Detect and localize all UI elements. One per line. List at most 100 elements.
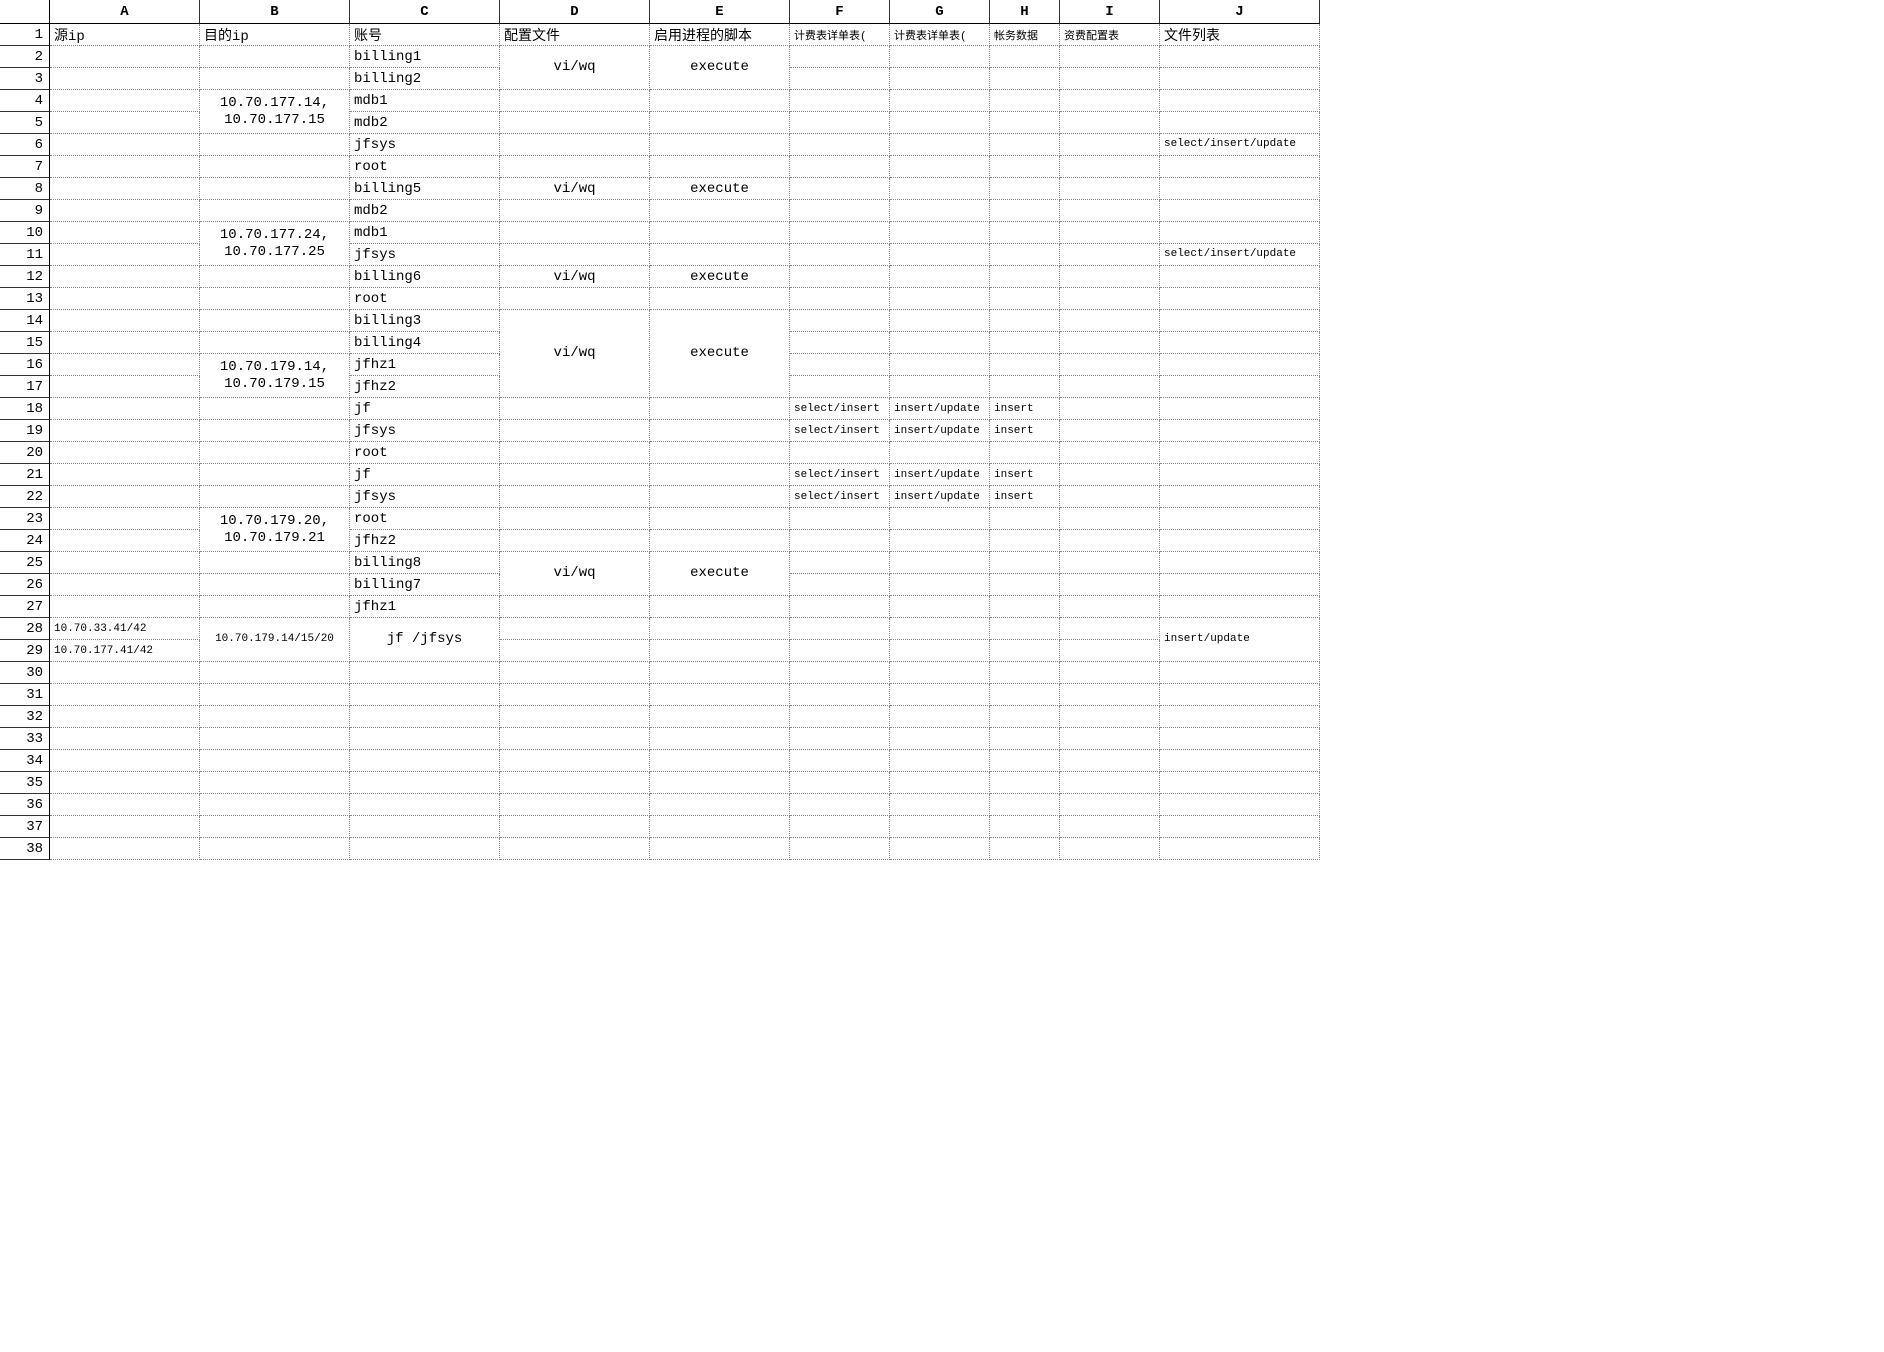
cell-A29[interactable]: 10.70.177.41/42 bbox=[50, 640, 200, 662]
cell-D11[interactable] bbox=[500, 244, 650, 266]
cell-F26[interactable] bbox=[790, 574, 890, 596]
row-header-9[interactable]: 9 bbox=[0, 200, 50, 222]
cell-C7[interactable]: root bbox=[350, 156, 500, 178]
cell-I36[interactable] bbox=[1060, 794, 1160, 816]
cell-E23[interactable] bbox=[650, 508, 790, 530]
cell-C20[interactable]: root bbox=[350, 442, 500, 464]
cell-J21[interactable] bbox=[1160, 464, 1320, 486]
cell-D19[interactable] bbox=[500, 420, 650, 442]
cell-I3[interactable] bbox=[1060, 68, 1160, 90]
cell-H17[interactable] bbox=[990, 376, 1060, 398]
cell-H27[interactable] bbox=[990, 596, 1060, 618]
row-header-28[interactable]: 28 bbox=[0, 618, 50, 640]
cell-F29[interactable] bbox=[790, 640, 890, 662]
row-header-29[interactable]: 29 bbox=[0, 640, 50, 662]
cell-H25[interactable] bbox=[990, 552, 1060, 574]
row-header-32[interactable]: 32 bbox=[0, 706, 50, 728]
cell-I14[interactable] bbox=[1060, 310, 1160, 332]
cell-E32[interactable] bbox=[650, 706, 790, 728]
cell-F12[interactable] bbox=[790, 266, 890, 288]
cell-A13[interactable] bbox=[50, 288, 200, 310]
cell-E21[interactable] bbox=[650, 464, 790, 486]
cell-H10[interactable] bbox=[990, 222, 1060, 244]
cell-G33[interactable] bbox=[890, 728, 990, 750]
cell-J14[interactable] bbox=[1160, 310, 1320, 332]
cell-D22[interactable] bbox=[500, 486, 650, 508]
cell-D18[interactable] bbox=[500, 398, 650, 420]
cell-C10[interactable]: mdb1 bbox=[350, 222, 500, 244]
cell-A21[interactable] bbox=[50, 464, 200, 486]
cell-F16[interactable] bbox=[790, 354, 890, 376]
cell-I8[interactable] bbox=[1060, 178, 1160, 200]
cell-D13[interactable] bbox=[500, 288, 650, 310]
cell-G22[interactable]: insert/update bbox=[890, 486, 990, 508]
cell-C4[interactable]: mdb1 bbox=[350, 90, 500, 112]
cell-B38[interactable] bbox=[200, 838, 350, 860]
cell-G3[interactable] bbox=[890, 68, 990, 90]
cell-C15[interactable]: billing4 bbox=[350, 332, 500, 354]
cell-C31[interactable] bbox=[350, 684, 500, 706]
row-header-27[interactable]: 27 bbox=[0, 596, 50, 618]
cell-D1[interactable]: 配置文件 bbox=[500, 24, 650, 46]
cell-A22[interactable] bbox=[50, 486, 200, 508]
cell-J36[interactable] bbox=[1160, 794, 1320, 816]
cell-F3[interactable] bbox=[790, 68, 890, 90]
cell-H7[interactable] bbox=[990, 156, 1060, 178]
cell-F14[interactable] bbox=[790, 310, 890, 332]
cell-A16[interactable] bbox=[50, 354, 200, 376]
cell-H37[interactable] bbox=[990, 816, 1060, 838]
col-header-G[interactable]: G bbox=[890, 0, 990, 24]
cell-C37[interactable] bbox=[350, 816, 500, 838]
cell-F5[interactable] bbox=[790, 112, 890, 134]
cell-B13[interactable] bbox=[200, 288, 350, 310]
cell-B26[interactable] bbox=[200, 574, 350, 596]
cell-C12[interactable]: billing6 bbox=[350, 266, 500, 288]
cell-I34[interactable] bbox=[1060, 750, 1160, 772]
cell-I13[interactable] bbox=[1060, 288, 1160, 310]
cell-E5[interactable] bbox=[650, 112, 790, 134]
cell-G30[interactable] bbox=[890, 662, 990, 684]
cell-G27[interactable] bbox=[890, 596, 990, 618]
cell-F18[interactable]: select/insert bbox=[790, 398, 890, 420]
col-header-A[interactable]: A bbox=[50, 0, 200, 24]
cell-E20[interactable] bbox=[650, 442, 790, 464]
cell-C28-merged[interactable]: jf /jfsys bbox=[350, 618, 500, 662]
cell-J10[interactable] bbox=[1160, 222, 1320, 244]
cell-J22[interactable] bbox=[1160, 486, 1320, 508]
row-header-17[interactable]: 17 bbox=[0, 376, 50, 398]
cell-J3[interactable] bbox=[1160, 68, 1320, 90]
cell-I27[interactable] bbox=[1060, 596, 1160, 618]
cell-J8[interactable] bbox=[1160, 178, 1320, 200]
row-header-34[interactable]: 34 bbox=[0, 750, 50, 772]
cell-H23[interactable] bbox=[990, 508, 1060, 530]
cell-J19[interactable] bbox=[1160, 420, 1320, 442]
cell-F27[interactable] bbox=[790, 596, 890, 618]
cell-B15[interactable] bbox=[200, 332, 350, 354]
cell-D23[interactable] bbox=[500, 508, 650, 530]
cell-A2[interactable] bbox=[50, 46, 200, 68]
cell-H22[interactable]: insert bbox=[990, 486, 1060, 508]
cell-F23[interactable] bbox=[790, 508, 890, 530]
cell-A37[interactable] bbox=[50, 816, 200, 838]
cell-E28[interactable] bbox=[650, 618, 790, 640]
cell-F38[interactable] bbox=[790, 838, 890, 860]
cell-H36[interactable] bbox=[990, 794, 1060, 816]
cell-C24[interactable]: jfhz2 bbox=[350, 530, 500, 552]
cell-I11[interactable] bbox=[1060, 244, 1160, 266]
cell-B14[interactable] bbox=[200, 310, 350, 332]
cell-H13[interactable] bbox=[990, 288, 1060, 310]
cell-C33[interactable] bbox=[350, 728, 500, 750]
cell-I19[interactable] bbox=[1060, 420, 1160, 442]
cell-F30[interactable] bbox=[790, 662, 890, 684]
cell-G24[interactable] bbox=[890, 530, 990, 552]
cell-J7[interactable] bbox=[1160, 156, 1320, 178]
row-header-21[interactable]: 21 bbox=[0, 464, 50, 486]
row-header-12[interactable]: 12 bbox=[0, 266, 50, 288]
cell-G1[interactable]: 计费表详单表( bbox=[890, 24, 990, 46]
cell-C23[interactable]: root bbox=[350, 508, 500, 530]
cell-A31[interactable] bbox=[50, 684, 200, 706]
cell-E24[interactable] bbox=[650, 530, 790, 552]
cell-E9[interactable] bbox=[650, 200, 790, 222]
cell-G12[interactable] bbox=[890, 266, 990, 288]
cell-F22[interactable]: select/insert bbox=[790, 486, 890, 508]
